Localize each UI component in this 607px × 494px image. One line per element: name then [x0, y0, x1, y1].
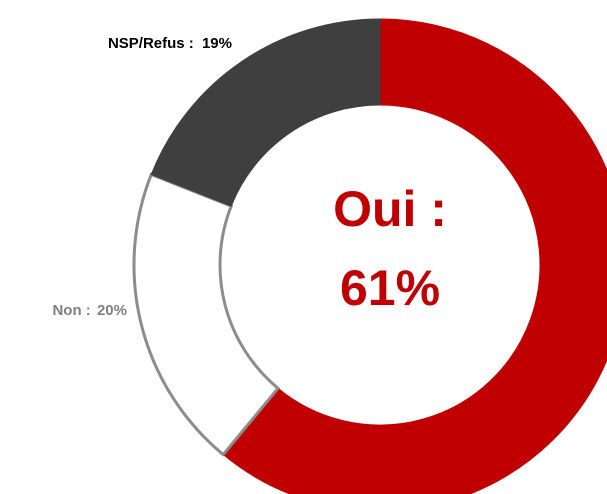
value-label: 19%	[202, 35, 232, 52]
slice	[150, 18, 381, 207]
slice-label: Non : 20%	[52, 302, 127, 319]
category-label: NSP/Refus :	[108, 35, 194, 52]
category-label: Non :	[52, 302, 90, 319]
slices	[132, 18, 607, 494]
slice	[222, 18, 607, 494]
value-label: 20%	[97, 302, 127, 319]
slice	[132, 172, 281, 457]
center-value: 61%	[340, 260, 440, 316]
center-category: Oui :	[333, 181, 447, 237]
slice-label: NSP/Refus : 19%	[108, 35, 232, 52]
